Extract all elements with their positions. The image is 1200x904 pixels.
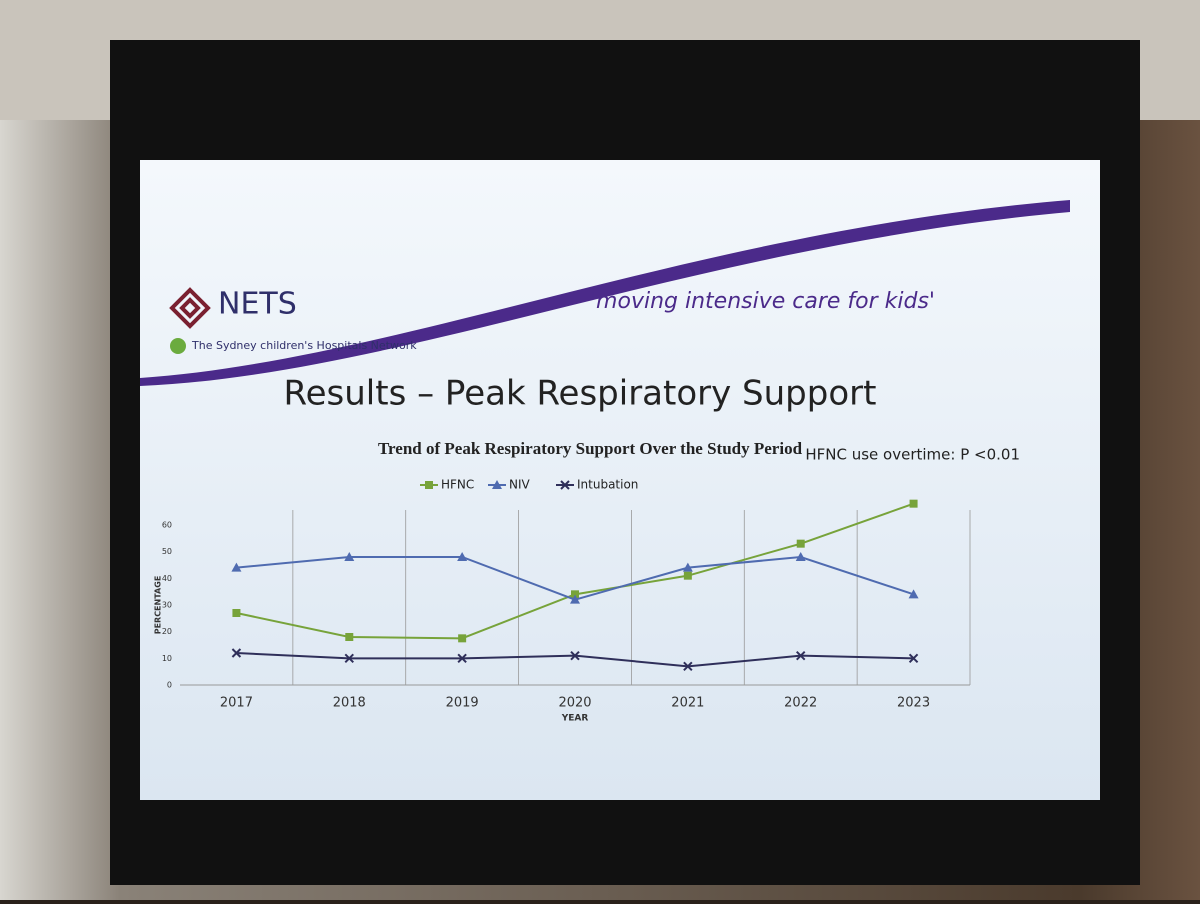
y-tick-label: 0	[167, 681, 172, 690]
marker	[796, 539, 805, 548]
marker	[231, 648, 242, 658]
y-tick-label: 20	[162, 627, 172, 636]
marker	[232, 609, 241, 617]
marker	[571, 590, 579, 599]
y-tick-label: 10	[162, 654, 172, 663]
legend-marker	[560, 480, 570, 490]
marker	[457, 653, 467, 664]
y-tick-label: 40	[162, 574, 172, 583]
marker	[682, 562, 693, 572]
x-tick-label: 2021	[671, 696, 704, 711]
x-tick-label: 2022	[784, 696, 817, 711]
legend-label: HFNC	[441, 478, 474, 492]
legend-marker	[425, 481, 433, 489]
marker	[908, 589, 919, 599]
marker	[344, 653, 354, 664]
swoosh	[140, 200, 1070, 386]
network-text: The Sydney children's Hospitals Network	[191, 339, 417, 352]
marker	[683, 661, 693, 672]
x-tick-label: 2020	[558, 696, 591, 711]
marker	[570, 594, 580, 604]
marker	[344, 552, 355, 561]
legend-label: NIV	[509, 478, 531, 492]
marker	[796, 650, 806, 661]
marker	[683, 571, 692, 580]
marker	[345, 633, 354, 641]
y-tick-label: 60	[162, 521, 172, 530]
annotation: HFNC use overtime: P <0.01	[805, 446, 1020, 464]
legend-label: Intubation	[577, 478, 638, 492]
marker	[795, 552, 806, 561]
slide	[140, 160, 1100, 800]
marker	[570, 650, 580, 661]
chart-title: Trend of Peak Respiratory Support Over t…	[378, 439, 803, 458]
slide-heading: Results – Peak Respiratory Support	[284, 374, 877, 414]
marker	[458, 634, 467, 643]
marker	[909, 499, 918, 508]
marker	[457, 552, 468, 561]
marker	[908, 653, 919, 664]
x-tick-label: 2017	[220, 696, 253, 711]
x-tick-label: 2023	[897, 696, 930, 711]
y-axis-label: PERCENTAGE	[154, 576, 163, 635]
x-tick-label: 2018	[333, 696, 366, 711]
x-tick-label: 2019	[446, 696, 479, 711]
x-axis-label: YEAR	[561, 714, 589, 724]
y-tick-label: 50	[162, 547, 172, 556]
y-tick-label: 30	[162, 601, 172, 610]
marker	[231, 562, 242, 572]
network-icon	[170, 338, 186, 354]
legend-marker	[492, 480, 502, 489]
logo-text: NETS	[218, 287, 297, 322]
tagline: 'moving intensive care for kids'	[590, 289, 935, 314]
logo-mark	[169, 287, 211, 329]
